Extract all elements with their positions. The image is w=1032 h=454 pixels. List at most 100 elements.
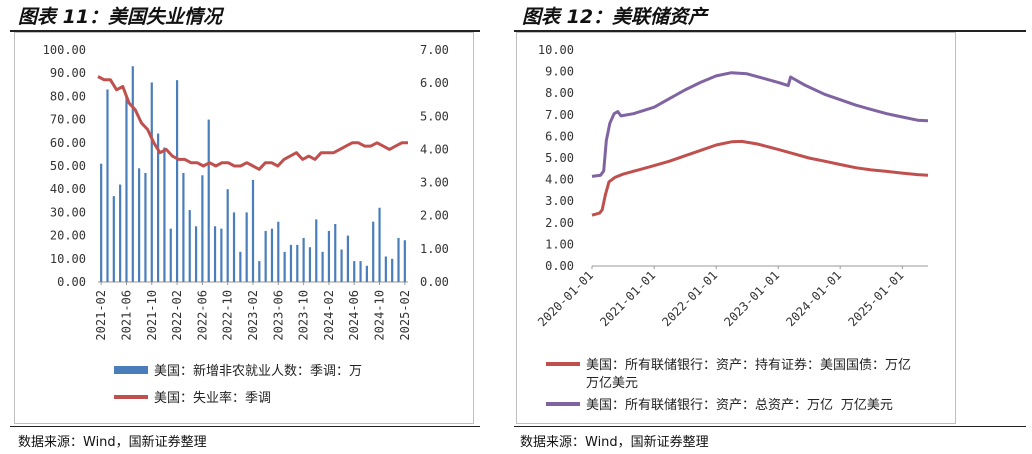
y-tick-label: 0.00 [545,259,574,273]
payroll-bar [308,247,312,282]
payroll-bar [302,237,305,282]
x-tick-label: 2022-02 [170,290,184,341]
y-tick-label: 10.00 [538,43,574,57]
payroll-bar [226,189,229,282]
payroll-bar [119,184,122,282]
x-tick-label: 2023-06 [271,290,285,341]
payroll-bar [321,251,324,282]
payroll-bar [378,207,381,282]
y-left-tick-label: 30.00 [50,205,86,219]
payroll-bar [106,89,109,282]
payroll-bar [346,235,349,282]
y-right-tick-label: 0.00 [420,275,449,289]
unemployment-chart: 100.00 90.00 80.00 70.00 60.00 50.00 40.00 30.0… [43,43,449,406]
payroll-bar [207,119,210,282]
y-tick-label: 1.00 [545,237,574,251]
x-tick-label: 2023-02 [246,290,260,341]
source-note-right: 数据来源：Wind，国新证券整理 [520,435,709,450]
payroll-bar [270,228,274,282]
x-tick-label: 2021-06 [119,290,133,341]
payroll-bar [150,82,153,282]
payroll-bar [194,226,198,282]
legend-label-treasuries: 万亿美元 [586,376,638,391]
payroll-bar [353,261,356,282]
payroll-bar [182,172,185,282]
source-rule [514,426,1026,427]
y-right-tick-label: 3.00 [420,176,449,190]
payroll-bar [175,80,179,282]
payroll-bar [100,163,103,282]
x-tick-label: 2020-01-01 [535,268,596,329]
payroll-bar [258,261,261,282]
total-assets-line [591,71,929,178]
x-tick-label: 2022-01-01 [659,268,720,329]
payroll-bar [245,212,248,282]
payroll-bar [232,212,236,282]
payroll-bar [112,196,115,282]
payroll-bar [327,230,331,282]
fed-assets-chart: 10.00 9.00 8.00 7.00 6.00 5.00 4.00 3.00 2.00 1.0… [535,43,929,413]
payroll-bar [334,224,337,282]
y-tick-label: 8.00 [545,86,574,100]
y-tick-label: 3.00 [545,194,574,208]
y-tick-label: 7.00 [545,108,574,122]
payroll-bar [296,244,299,282]
payroll-bar [289,244,293,282]
x-tick-label: 2024-10 [373,290,387,341]
payroll-bar [157,133,160,282]
source-note-left: 数据来源：Wind，国新证券整理 [18,435,207,450]
payroll-bar [220,228,223,282]
x-tick-label: 2022-06 [195,290,209,341]
payroll-bar [403,240,406,282]
treasury-holdings-line [591,139,929,217]
legend-label-total-assets: 美国：所有联储银行：资产：总资产：万亿 万亿美元 [586,398,893,413]
payroll-bar [201,175,204,282]
payroll-bar [359,261,362,282]
y-right-tick-label: 7.00 [420,43,449,57]
x-tick-label: 2021-10 [145,290,159,341]
y-right-tick-label: 2.00 [420,209,449,223]
y-tick-label: 2.00 [545,216,574,230]
x-tick-label: 2021-02 [94,290,108,341]
x-tick-label: 2025-02 [398,290,412,341]
y-left-tick-label: 10.00 [50,252,86,266]
payroll-bar [397,237,400,282]
payroll-bar [163,147,166,282]
legend-swatch-payrolls [114,366,148,374]
chart-title-fed-assets: 图表 12：美联储资产 [522,6,708,28]
payroll-bar [283,251,286,282]
y-left-tick-label: 0.00 [57,275,86,289]
payroll-bar [315,219,318,282]
y-left-tick-label: 90.00 [50,66,86,80]
title-rule [10,30,480,32]
y-right-tick-label: 1.00 [420,242,449,256]
y-left-tick-label: 100.00 [43,43,86,57]
x-tick-label: 2024-02 [322,290,336,341]
chart-title-unemployment: 图表 11：美国失业情况 [18,6,223,28]
y-right-tick-label: 5.00 [420,109,449,123]
payroll-bar [188,210,191,282]
y-left-tick-label: 70.00 [50,113,86,127]
y-left-tick-label: 80.00 [50,89,86,103]
payroll-bar [131,66,134,282]
chart-frame-left [14,32,474,424]
payroll-bar [125,96,128,283]
payroll-bar [213,226,217,282]
payroll-bar [264,230,267,282]
payroll-bar [391,258,394,282]
y-right-tick-label: 6.00 [420,76,449,90]
payroll-bar [372,221,375,282]
y-tick-label: 6.00 [545,129,574,143]
x-tick-label: 2023-01-01 [721,268,782,329]
y-tick-label: 4.00 [545,173,574,187]
x-tick-label: 2023-10 [297,290,311,341]
x-tick-label: 2022-10 [221,290,235,341]
payroll-bar [169,228,172,282]
y-left-tick-label: 60.00 [50,136,86,150]
x-tick-label: 2021-01-01 [597,268,658,329]
title-rule [514,30,1026,32]
y-right-tick-label: 4.00 [420,142,449,156]
y-tick-label: 9.00 [545,65,574,79]
payroll-bar [277,221,280,282]
payroll-bar [251,179,255,282]
